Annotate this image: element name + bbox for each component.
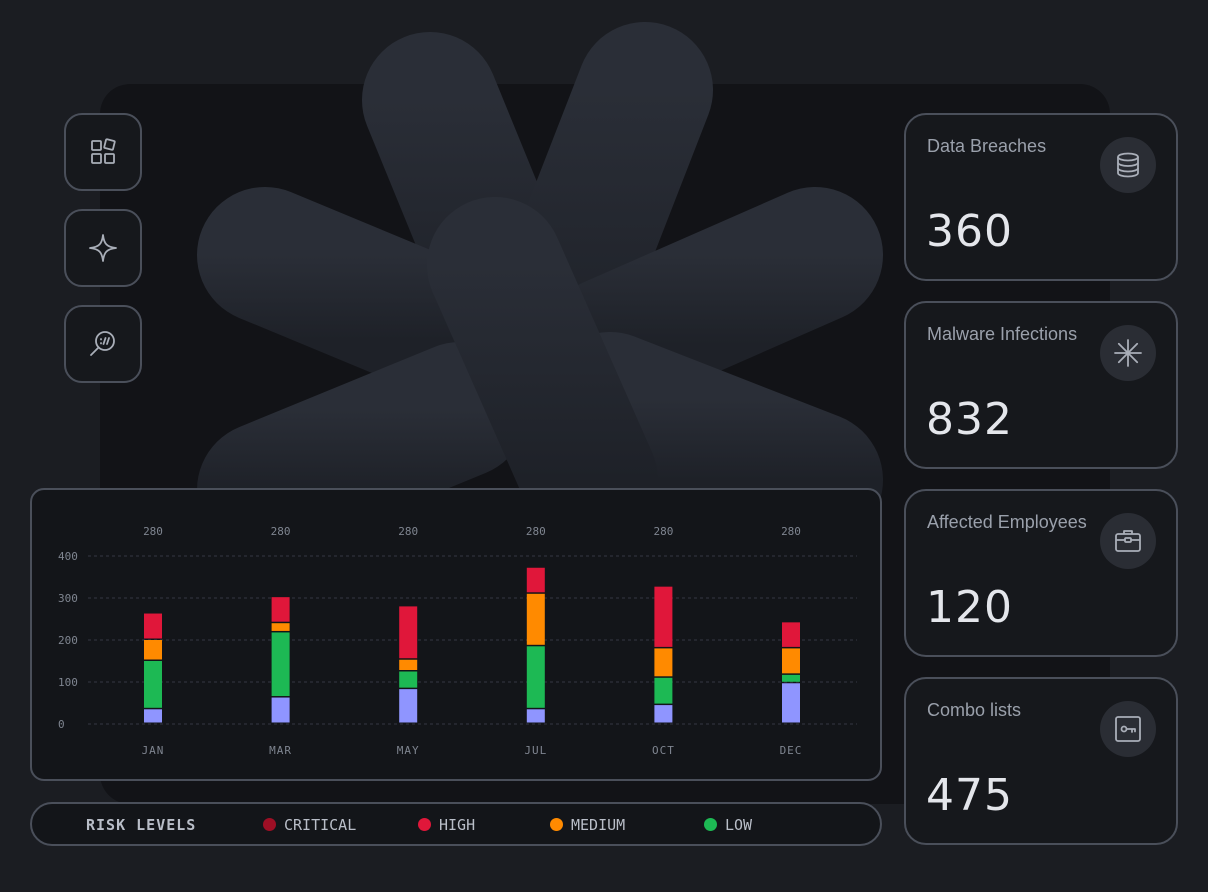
bar-segment (271, 697, 290, 723)
stat-icon-badge (1100, 701, 1156, 757)
stat-icon-badge (1100, 325, 1156, 381)
stat-label: Affected Employees (927, 512, 1087, 532)
x-tick-label: OCT (652, 744, 675, 757)
y-tick-label: 0 (58, 718, 65, 731)
stat-label: Malware Infections (927, 324, 1078, 344)
bar-segment (144, 613, 162, 639)
bar-segment (271, 597, 290, 622)
stat-label: Data Breaches (927, 136, 1047, 156)
legend-dot-high (418, 818, 431, 831)
legend-dot-medium (550, 818, 563, 831)
dashboard-button[interactable] (64, 113, 142, 191)
bar-segment (144, 640, 162, 660)
legend-label-medium: MEDIUM (571, 816, 626, 834)
sparkle-icon (89, 234, 117, 262)
stacked-bar-chart: 0 100 200 300 400 JAN 280 MAR 280 MAY 280 JUL 280 OCT… (58, 525, 857, 757)
legend-item-critical: CRITICAL (263, 816, 356, 834)
stat-card-data-breaches[interactable]: Data Breaches 360 (904, 113, 1178, 281)
bar-segment (271, 632, 290, 697)
database-icon (1117, 152, 1139, 178)
bar-segment (526, 567, 545, 593)
bar-top-label: 280 (781, 525, 801, 538)
legend-label-high: HIGH (439, 816, 476, 834)
bar-segment (399, 689, 418, 723)
legend-label-critical: CRITICAL (284, 816, 357, 834)
stat-card-combo-lists[interactable]: Combo lists 475 (904, 677, 1178, 845)
bar-segment (526, 709, 545, 723)
y-tick-label: 400 (58, 550, 78, 563)
bar-top-label: 280 (143, 525, 163, 538)
y-tick-label: 300 (58, 592, 78, 605)
dashboard-icon (91, 138, 116, 164)
bar-segment (782, 674, 800, 682)
legend-item-low: LOW (704, 816, 752, 834)
bar-segment (654, 586, 673, 647)
bar-segment (654, 677, 673, 704)
bar-segment (526, 593, 545, 645)
risk-levels-legend: RISK LEVELS CRITICAL HIGH MEDIUM LOW (30, 802, 882, 846)
search-analytics-icon (90, 331, 115, 356)
stat-icon-badge (1100, 137, 1156, 193)
stat-card-affected-employees[interactable]: Affected Employees 120 (904, 489, 1178, 657)
asterisk-icon (1114, 339, 1142, 367)
bar-segment (271, 623, 290, 631)
bar-segment (399, 671, 418, 688)
x-tick-label: DEC (780, 744, 803, 757)
bar-segment (144, 709, 162, 723)
stat-icon-badge (1100, 513, 1156, 569)
key-icon (1115, 716, 1141, 742)
ai-assistant-button[interactable] (64, 209, 142, 287)
x-tick-label: MAY (397, 744, 420, 757)
x-tick-label: JAN (142, 744, 165, 757)
stat-value: 475 (926, 770, 1013, 821)
legend-dot-critical (263, 818, 276, 831)
search-analytics-button[interactable] (64, 305, 142, 383)
stat-label: Combo lists (927, 700, 1022, 720)
legend-title: RISK LEVELS (86, 816, 197, 834)
bar-top-label: 280 (398, 525, 418, 538)
x-tick-label: MAR (269, 744, 292, 757)
stat-value: 120 (926, 582, 1013, 633)
stat-value: 832 (926, 394, 1013, 445)
bar-segment (654, 648, 673, 677)
y-tick-label: 200 (58, 634, 78, 647)
briefcase-icon (1115, 530, 1141, 552)
legend-item-high: HIGH (418, 816, 475, 834)
bar-segment (782, 648, 800, 674)
bar-top-label: 280 (526, 525, 546, 538)
stat-card-malware-infections[interactable]: Malware Infections 832 (904, 301, 1178, 469)
bar-segment (526, 646, 545, 708)
bar-segment (654, 705, 673, 723)
bar-segment (399, 659, 418, 670)
legend-dot-low (704, 818, 717, 831)
legend-label-low: LOW (725, 816, 753, 834)
y-tick-label: 100 (58, 676, 78, 689)
bar-top-label: 280 (653, 525, 673, 538)
risk-chart-panel: 0 100 200 300 400 JAN 280 MAR 280 MAY 280 JUL 280 OCT… (30, 488, 882, 781)
bar-segment (782, 683, 800, 723)
legend-item-medium: MEDIUM (550, 816, 625, 834)
bar-top-label: 280 (271, 525, 291, 538)
bar-segment (399, 606, 418, 659)
bar-segment (144, 661, 162, 708)
x-tick-label: JUL (524, 744, 547, 757)
bar-segment (782, 622, 800, 647)
stat-value: 360 (926, 206, 1013, 257)
